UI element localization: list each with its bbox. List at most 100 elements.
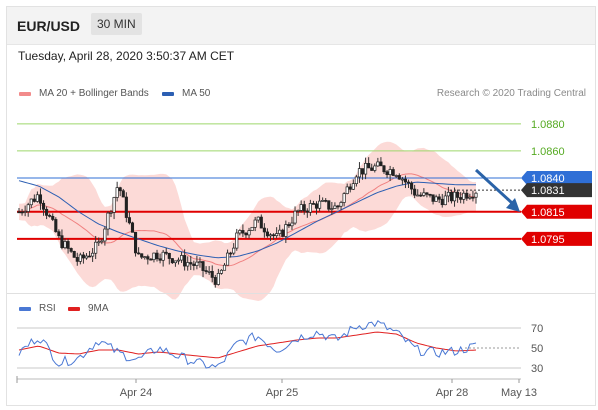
candle-down [403, 178, 408, 183]
candle-up [247, 230, 251, 236]
candle-up [23, 211, 27, 213]
candle-up [84, 255, 89, 259]
candle-down [146, 256, 150, 260]
candle-down [410, 182, 414, 190]
candle-up [468, 196, 472, 199]
candle-up [186, 262, 190, 267]
rsi-tick-50: 50 [531, 343, 543, 355]
chart-header: EUR/USD 30 MIN [7, 7, 595, 45]
candle-down [391, 169, 395, 176]
rsi-9ma-line [18, 331, 477, 359]
legend-rsi: RSI [19, 303, 56, 314]
candle-up [284, 224, 288, 237]
candle-down [69, 248, 73, 252]
ma50-swatch [162, 91, 174, 96]
candle-down [413, 188, 417, 196]
candle-up [112, 197, 116, 213]
candle-down [17, 211, 21, 214]
candle-up [342, 193, 346, 203]
candle-up [296, 210, 300, 212]
rsi-line [18, 319, 477, 369]
candle-up [63, 241, 67, 249]
candle-up [91, 252, 95, 257]
candle-down [471, 196, 475, 199]
label-1-0831: 1.0831 [531, 185, 565, 197]
candle-down [281, 229, 285, 237]
candle-down [140, 253, 144, 258]
candle-up [109, 212, 113, 214]
candle-down [262, 227, 266, 233]
candle-down [210, 271, 214, 278]
candle-down [137, 252, 141, 255]
candle-down [54, 219, 58, 233]
candle-down [406, 181, 411, 184]
x-tick-label: Apr 25 [266, 387, 298, 399]
x-tick-label: Apr 24 [120, 387, 152, 399]
candle-down [60, 235, 64, 249]
candle-down [428, 193, 432, 196]
candle-down [72, 251, 76, 258]
candle-up [354, 176, 358, 184]
candle-down [385, 171, 389, 176]
candle-up [299, 204, 303, 211]
candle-up [400, 178, 404, 181]
candle-down [440, 198, 444, 206]
rsi-swatch [19, 306, 31, 311]
candle-down [327, 200, 331, 210]
candle-up [238, 230, 242, 234]
candle-down [241, 230, 245, 234]
candle-up [308, 203, 312, 213]
candle-down [66, 241, 70, 249]
candle-down [213, 277, 217, 285]
candle-down [302, 204, 306, 212]
candle-down [118, 187, 122, 192]
label-1-0795-bg [521, 231, 592, 246]
candle-down [367, 163, 371, 169]
legend-ma20: MA 20 + Bollinger Bands [19, 88, 149, 99]
legend-9ma: 9MA [68, 303, 109, 314]
candle-up [364, 163, 368, 175]
candle-up [250, 226, 254, 231]
candle-down [127, 217, 131, 224]
candle-down [38, 194, 43, 204]
candle-up [462, 192, 466, 200]
candle-up [339, 202, 343, 207]
candle-up [443, 195, 447, 206]
candle-down [431, 194, 435, 202]
candle-down [201, 261, 205, 271]
candle-down [348, 186, 352, 190]
candle-down [456, 191, 460, 198]
timeframe-badge[interactable]: 30 MIN [91, 13, 142, 35]
candle-up [434, 196, 438, 202]
candle-down [382, 165, 386, 173]
candle-down [20, 211, 24, 214]
ma9-label: 9MA [88, 303, 109, 314]
candle-down [324, 200, 328, 202]
candle-up [474, 192, 478, 198]
candle-down [32, 198, 36, 202]
candle-down [158, 258, 162, 261]
label-1-0815: 1.0815 [531, 207, 565, 219]
candle-down [287, 224, 291, 227]
candle-up [452, 191, 457, 202]
panel-separator [7, 293, 595, 294]
candle-up [97, 241, 101, 244]
candle-down [81, 254, 85, 259]
candle-up [318, 200, 322, 209]
candle-down [265, 231, 269, 237]
candle-down [397, 175, 401, 180]
label-1-0815-bg [521, 204, 592, 219]
candle-up [176, 259, 181, 262]
candle-up [422, 192, 426, 196]
candle-up [278, 229, 282, 234]
candle-up [26, 204, 30, 212]
candle-down [437, 196, 441, 200]
candle-up [373, 165, 377, 171]
candle-up [94, 241, 98, 254]
candle-up [293, 210, 297, 224]
label-1-0880: 1.0880 [531, 119, 565, 131]
candle-up [216, 272, 220, 285]
candle-up [195, 261, 199, 266]
candle-up [351, 183, 355, 190]
